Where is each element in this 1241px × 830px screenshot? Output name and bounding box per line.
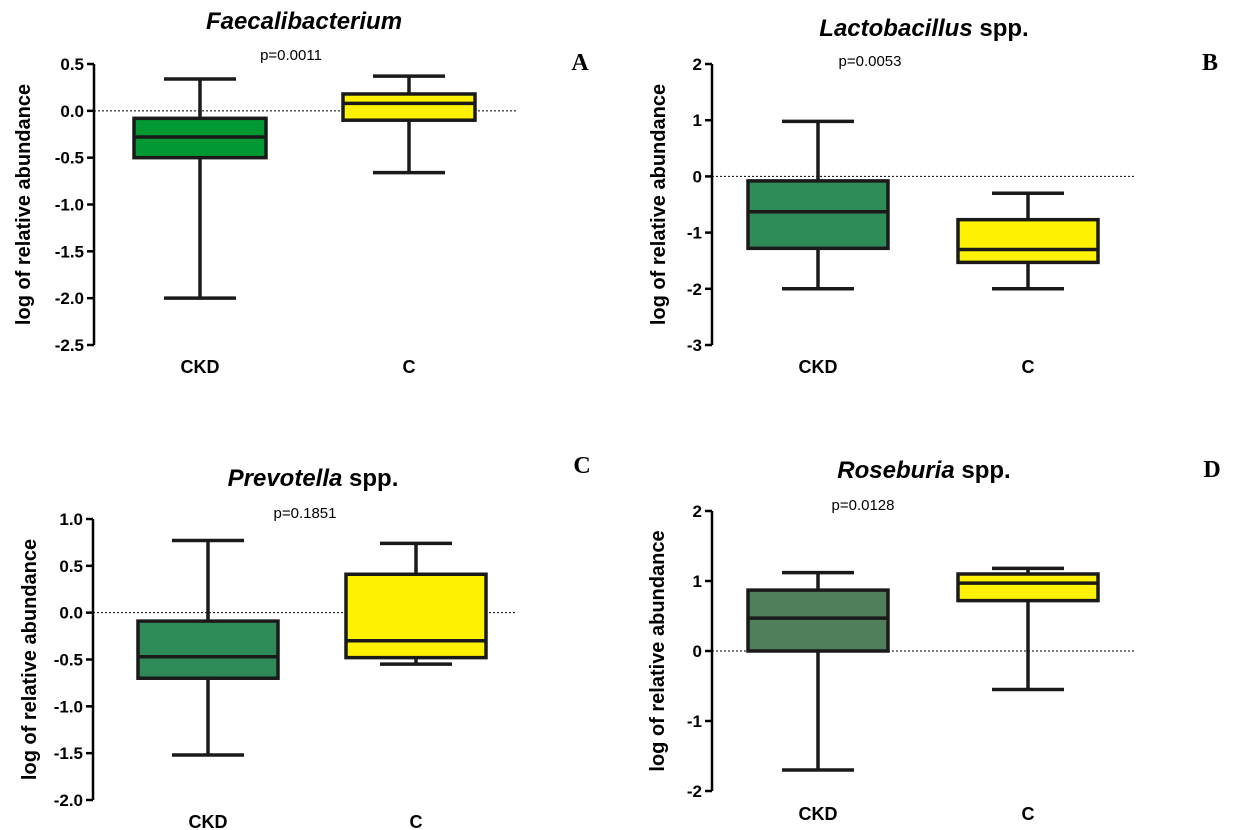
category-label: C	[1022, 804, 1035, 824]
y-tick-label: -2	[687, 280, 702, 299]
box-c: C	[341, 74, 477, 377]
p-value-label: p=0.0128	[832, 497, 895, 514]
y-tick-label: -2.0	[55, 289, 84, 308]
panel-letter: C	[573, 453, 590, 479]
iqr-box	[341, 92, 477, 122]
y-axis-label: log of relative abundance	[647, 530, 669, 771]
category-label: C	[410, 812, 423, 830]
p-value-label: p=0.0011	[260, 47, 322, 64]
iqr-box	[136, 619, 280, 680]
y-tick-label: 1	[693, 572, 702, 591]
y-axis-label: log of relative abundance	[648, 84, 670, 325]
y-tick-label: -1	[687, 712, 702, 731]
y-tick-label: -1.5	[54, 744, 83, 763]
category-label: CKD	[189, 812, 228, 830]
box-c: C	[344, 541, 488, 830]
y-tick-label: -1.5	[55, 242, 84, 261]
y-tick-label: -2	[687, 782, 702, 801]
y-tick-label: 0.0	[59, 604, 83, 623]
y-tick-label: 0.0	[60, 102, 84, 121]
category-label: CKD	[799, 804, 838, 824]
category-label: CKD	[181, 357, 220, 377]
chart-title-genus: Prevotella	[228, 465, 343, 492]
y-tick-label: -2.0	[54, 791, 83, 810]
y-tick-label: 1.0	[59, 510, 83, 529]
iqr-box	[956, 572, 1100, 603]
chart-title: Lactobacillus spp.	[819, 15, 1028, 42]
y-tick-label: 2	[693, 55, 702, 74]
iqr-box	[344, 572, 488, 660]
chart-title-genus: Roseburia	[837, 457, 954, 484]
box-ckd: CKD	[132, 77, 268, 377]
panel-letter: A	[571, 50, 589, 76]
category-label: C	[403, 357, 416, 377]
y-tick-label: -0.5	[54, 651, 83, 670]
y-tick-label: 0.5	[59, 557, 83, 576]
y-tick-label: 0	[693, 167, 702, 186]
y-tick-label: -1	[687, 224, 702, 243]
chart-title-suffix: spp.	[342, 465, 398, 492]
y-axis-label: log of relative abundance	[19, 539, 41, 780]
box-c: C	[956, 191, 1100, 377]
chart-title: Roseburia spp.	[837, 457, 1010, 484]
p-value-label: p=0.0053	[839, 53, 902, 70]
box-ckd: CKD	[136, 538, 280, 830]
iqr-box	[956, 217, 1100, 265]
box-ckd: CKD	[746, 119, 890, 377]
y-tick-label: 0.5	[60, 55, 84, 74]
panel-letter: B	[1202, 50, 1218, 76]
iqr-box	[746, 588, 890, 653]
box-c: C	[956, 566, 1100, 824]
chart-title: Faecalibacterium	[206, 8, 402, 35]
chart-title-suffix: spp.	[973, 15, 1029, 42]
chart-title-genus: Faecalibacterium	[206, 8, 402, 35]
box-ckd: CKD	[746, 570, 890, 824]
y-tick-label: 2	[693, 502, 702, 521]
chart-title-genus: Lactobacillus	[819, 15, 972, 42]
chart-title: Prevotella spp.	[228, 465, 399, 492]
y-tick-label: -3	[687, 336, 702, 355]
y-tick-label: -1.0	[55, 196, 84, 215]
y-tick-label: -0.5	[55, 149, 84, 168]
y-tick-label: 0	[693, 642, 702, 661]
y-axis-label: log of relative abundance	[13, 84, 35, 325]
panel-letter: D	[1203, 457, 1220, 483]
p-value-label: p=0.1851	[274, 505, 337, 522]
y-tick-label: -2.5	[55, 336, 84, 355]
chart-title-suffix: spp.	[955, 457, 1011, 484]
iqr-box	[746, 179, 890, 251]
category-label: C	[1022, 357, 1035, 377]
category-label: CKD	[799, 357, 838, 377]
y-tick-label: -1.0	[54, 697, 83, 716]
y-tick-label: 1	[693, 111, 702, 130]
